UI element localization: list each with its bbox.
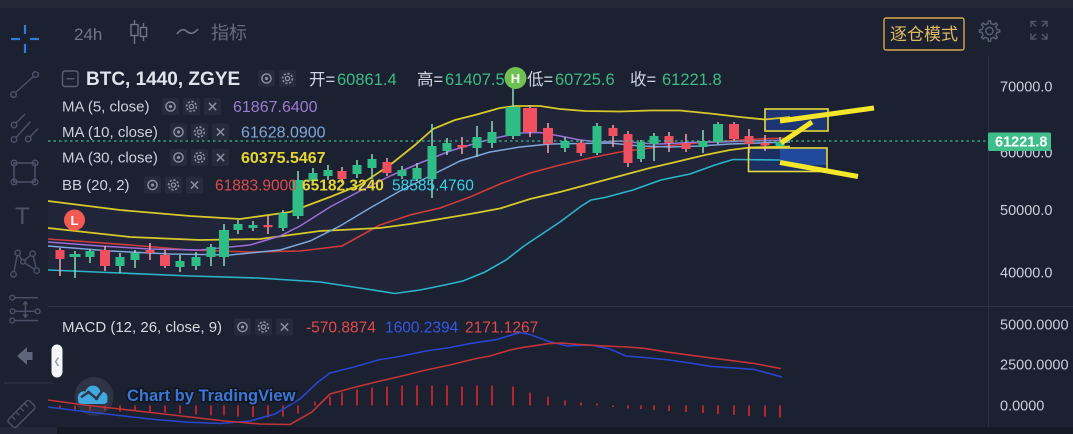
svg-text:L: L <box>71 213 79 228</box>
svg-text:61883.9000: 61883.9000 <box>215 178 297 195</box>
svg-text:收=: 收= <box>630 70 656 89</box>
svg-text:BTC, 1440, ZGYE: BTC, 1440, ZGYE <box>86 69 240 90</box>
svg-text:5000.0000: 5000.0000 <box>1000 318 1069 334</box>
svg-text:61221.8: 61221.8 <box>995 135 1047 151</box>
svg-text:指标: 指标 <box>211 23 247 43</box>
svg-text:MA (10, close): MA (10, close) <box>62 124 158 141</box>
svg-text:❮: ❮ <box>53 356 60 367</box>
svg-text:0.0000: 0.0000 <box>1000 399 1044 415</box>
svg-text:61628.0900: 61628.0900 <box>241 125 326 142</box>
svg-text:高=: 高= <box>417 70 443 89</box>
svg-text:2500.0000: 2500.0000 <box>1000 358 1069 374</box>
svg-text:低=: 低= <box>527 70 553 89</box>
svg-text:70000.0: 70000.0 <box>1000 80 1052 96</box>
svg-text:61221.8: 61221.8 <box>662 71 722 89</box>
svg-text:1600.2394: 1600.2394 <box>385 320 459 337</box>
svg-text:2171.1267: 2171.1267 <box>465 320 538 337</box>
svg-text:40000.0: 40000.0 <box>1000 266 1052 282</box>
svg-text:58585.4760: 58585.4760 <box>392 178 474 195</box>
svg-text:逐仓模式: 逐仓模式 <box>890 25 958 44</box>
svg-text:MA (30, close): MA (30, close) <box>62 150 158 167</box>
svg-text:60861.4: 60861.4 <box>337 71 397 89</box>
svg-text:MA (5, close): MA (5, close) <box>62 99 150 116</box>
svg-text:60375.5467: 60375.5467 <box>241 150 326 167</box>
svg-text:60725.6: 60725.6 <box>555 71 615 89</box>
svg-text:H: H <box>511 71 520 86</box>
svg-text:Chart by TradingView: Chart by TradingView <box>127 387 296 405</box>
svg-text:50000.0: 50000.0 <box>1000 203 1052 219</box>
svg-text:T: T <box>15 203 30 230</box>
svg-text:65182.3240: 65182.3240 <box>302 178 384 195</box>
svg-text:61867.6400: 61867.6400 <box>233 99 318 116</box>
svg-text:BB (20, 2): BB (20, 2) <box>62 177 130 194</box>
svg-text:-570.8874: -570.8874 <box>306 320 376 337</box>
svg-text:MACD (12, 26, close, 9): MACD (12, 26, close, 9) <box>62 319 222 336</box>
svg-text:61407.5: 61407.5 <box>445 71 505 89</box>
svg-text:24h: 24h <box>74 25 102 44</box>
svg-text:开=: 开= <box>309 71 335 89</box>
